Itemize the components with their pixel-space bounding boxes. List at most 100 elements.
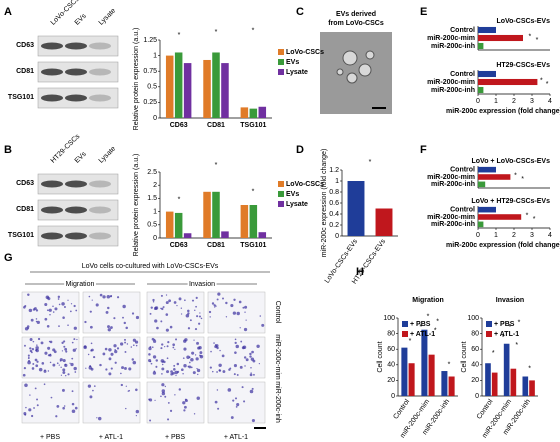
cell-dot <box>176 305 178 307</box>
cell-dot <box>243 356 247 359</box>
cell-dot <box>194 354 197 356</box>
cell-dot <box>172 346 175 349</box>
cell-dot <box>211 302 215 305</box>
cell-dot <box>108 372 112 376</box>
legend-swatch <box>402 331 408 337</box>
cell-dot <box>36 344 38 346</box>
y-axis-label: miR-200c expression (fold change) <box>321 149 328 258</box>
cell-dot <box>155 359 159 362</box>
cell-dot <box>235 344 239 349</box>
cell-dot <box>33 307 37 310</box>
cell-dot <box>208 310 212 314</box>
cell-dot <box>209 366 212 369</box>
cell-dot <box>43 369 47 373</box>
cell-dot <box>180 307 183 309</box>
cell-dot <box>164 395 167 398</box>
cell-dot <box>99 293 103 297</box>
cell-dot <box>69 362 71 364</box>
cell-dot <box>234 338 237 341</box>
x-tick-label: 3 <box>530 232 534 239</box>
bar <box>183 233 192 238</box>
cell-dot <box>28 308 33 313</box>
cell-dot <box>134 340 139 344</box>
cell-dot <box>199 312 201 314</box>
cell-dot <box>173 301 177 304</box>
cell-dot <box>156 326 159 330</box>
cell-dot <box>89 395 93 399</box>
panel-letter: H <box>356 266 364 278</box>
cell-dot <box>93 355 96 359</box>
cell-dot <box>36 398 39 401</box>
cell-dot <box>152 301 155 303</box>
cell-dot <box>218 363 222 367</box>
cell-dot <box>236 374 239 376</box>
cell-dot <box>196 396 200 400</box>
y-tick-label: 1.2 <box>329 167 339 174</box>
bar <box>478 70 496 78</box>
significance-mark: * <box>436 319 439 326</box>
y-tick-label: 1 <box>153 52 157 59</box>
cell-dot <box>35 364 39 368</box>
y-tick-label: 0 <box>153 235 157 242</box>
cell-dot <box>161 373 163 375</box>
y-axis-label: Cell count <box>461 341 468 372</box>
cell-dot <box>213 304 216 307</box>
cell-dot <box>165 294 168 296</box>
cell-dot <box>60 366 62 369</box>
cell-dot <box>74 406 78 410</box>
micrograph <box>82 381 141 424</box>
legend-swatch <box>402 321 408 327</box>
cell-dot <box>114 349 116 351</box>
cell-dot <box>214 306 216 308</box>
x-tick-label: 4 <box>548 232 552 239</box>
cell-dot <box>185 314 190 318</box>
cell-dot <box>235 405 238 408</box>
cell-dot <box>102 295 106 299</box>
cell-dot <box>183 364 187 368</box>
cell-dot <box>160 294 163 297</box>
cell-dot <box>180 368 184 372</box>
cell-dot <box>250 357 255 361</box>
cell-dot <box>225 316 228 318</box>
y-tick-label: miR-200c-inh <box>431 181 475 188</box>
cell-dot <box>87 353 90 356</box>
cell-dot <box>102 352 106 356</box>
bar <box>258 106 267 118</box>
cell-dot <box>113 344 117 348</box>
cell-dot <box>52 305 54 308</box>
cell-dot <box>36 320 40 324</box>
cell-dot <box>73 338 76 341</box>
cell-dot <box>31 348 35 351</box>
y-tick-label: 1 <box>335 178 339 185</box>
blot-band <box>41 180 63 188</box>
cell-dot <box>253 373 255 376</box>
cell-dot <box>105 310 109 314</box>
row-label: CD63 <box>16 180 34 187</box>
cell-dot <box>150 362 153 365</box>
cell-dot <box>47 354 50 357</box>
cell-dot <box>194 309 196 312</box>
significance-mark: * <box>509 324 512 331</box>
cell-dot <box>85 367 87 369</box>
cell-dot <box>35 309 39 312</box>
significance-mark: * <box>514 173 517 180</box>
bar <box>375 208 393 236</box>
cell-dot <box>169 325 173 329</box>
cell-dot <box>232 311 237 315</box>
cell-dot <box>250 372 252 374</box>
cell-dot <box>230 303 234 308</box>
y-tick-label: 0.5 <box>147 84 157 91</box>
cell-dot <box>160 395 162 398</box>
cell-dot <box>76 338 78 341</box>
cell-dot <box>184 398 187 401</box>
cell-dot <box>24 344 26 347</box>
cell-dot <box>167 341 170 344</box>
cell-dot <box>161 343 164 346</box>
legend-swatch <box>278 59 284 65</box>
cell-dot <box>195 296 198 299</box>
cell-dot <box>234 351 237 354</box>
cell-dot <box>175 338 178 341</box>
cell-dot <box>122 304 126 309</box>
cell-dot <box>245 319 247 321</box>
